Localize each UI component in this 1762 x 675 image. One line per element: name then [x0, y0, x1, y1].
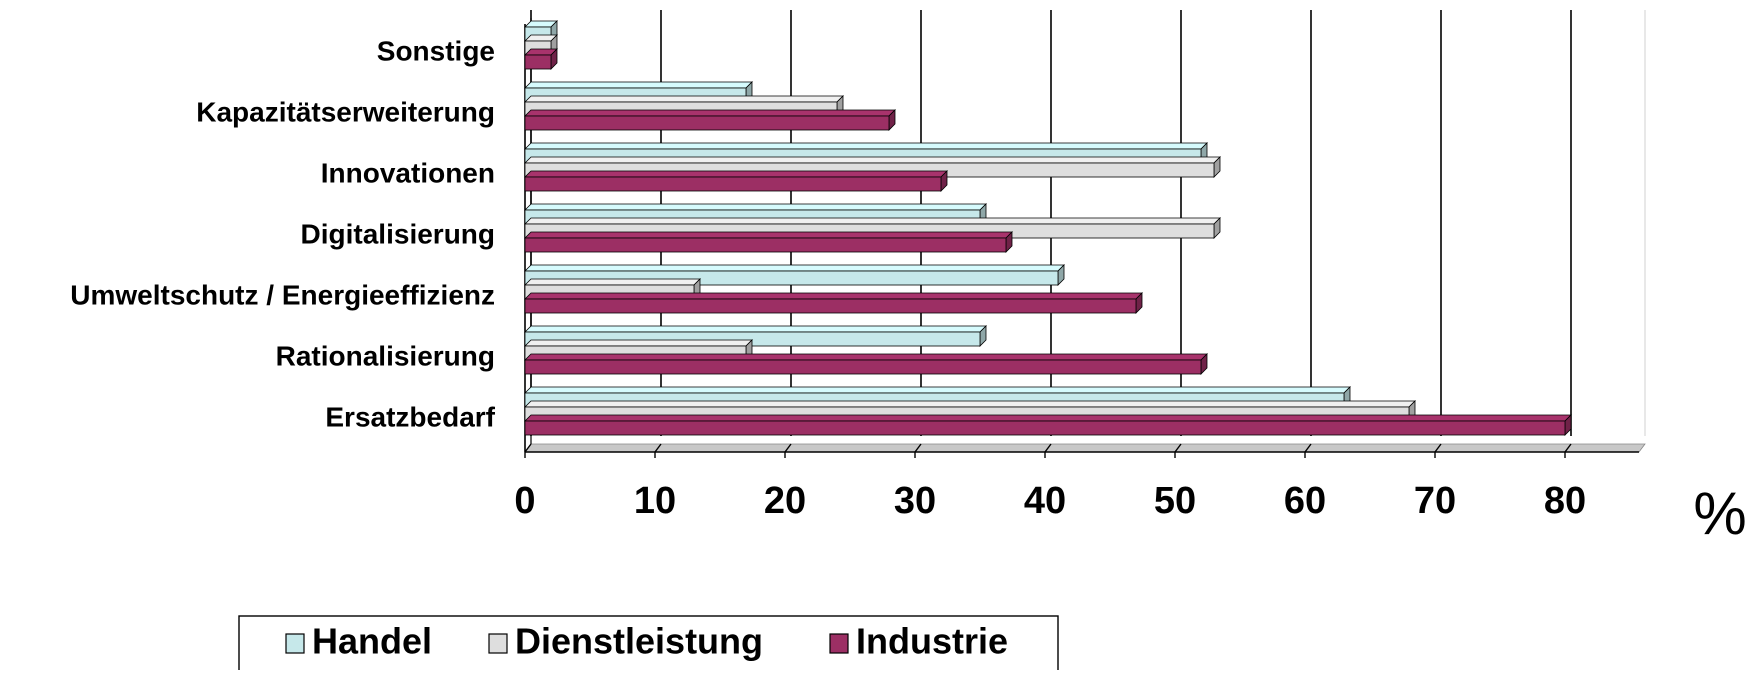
bar-top-face	[524, 400, 1416, 408]
bar-front-face	[524, 359, 1202, 375]
bar	[524, 292, 1143, 314]
bar-top-face	[524, 386, 1351, 394]
x-tick-label: 0	[514, 480, 535, 522]
category-labels: Sonstige Kapazitätserweiterung Innovatione…	[70, 35, 495, 432]
bar-front-face	[524, 298, 1137, 314]
bar-front-face	[524, 176, 942, 192]
bar-top-face	[524, 231, 1013, 239]
bar-top-face	[524, 170, 948, 178]
legend-swatch	[829, 633, 849, 654]
bar-front-face	[524, 54, 552, 70]
bar	[524, 414, 1572, 436]
bars	[524, 20, 1572, 436]
bar	[524, 170, 948, 192]
category-label: Sonstige	[377, 35, 495, 66]
legend-box	[238, 615, 1059, 675]
bar	[524, 109, 896, 131]
bar-top-face	[524, 142, 1208, 150]
legend-item: Dienstleistung	[488, 621, 763, 662]
category-label: Innovationen	[321, 157, 495, 188]
bar	[524, 231, 1013, 253]
legend-label: Handel	[312, 621, 432, 662]
legend-label: Dienstleistung	[515, 621, 763, 662]
legend-swatch	[488, 633, 508, 654]
bar-top-face	[524, 217, 1221, 225]
x-tick-label: 20	[764, 480, 806, 522]
bar-top-face	[524, 325, 987, 333]
axis-tick-mark	[784, 443, 792, 453]
bar-top-face	[524, 81, 753, 89]
bar-top-face	[524, 339, 753, 347]
x-tick-label: 70	[1414, 480, 1456, 522]
bar	[524, 353, 1208, 375]
x-axis-unit-label: %	[1693, 480, 1746, 547]
x-tick-label: 10	[634, 480, 676, 522]
legend-swatch	[285, 633, 305, 654]
category-label: Umweltschutz / Energieeffizienz	[70, 279, 495, 310]
bar-front-face	[524, 115, 890, 131]
bar	[524, 48, 558, 70]
category-label: Ersatzbedarf	[325, 401, 495, 432]
legend-item: Handel	[285, 621, 432, 662]
legend-item: Industrie	[829, 621, 1008, 662]
bar-top-face	[524, 95, 844, 103]
bar-top-face	[524, 414, 1572, 422]
category-label: Rationalisierung	[276, 340, 495, 371]
x-tick-label: 60	[1284, 480, 1326, 522]
x-tick-label: 80	[1544, 480, 1586, 522]
bar-top-face	[524, 353, 1208, 361]
axis-tick-mark	[1434, 443, 1442, 453]
axis-tick-mark	[1564, 443, 1572, 453]
bar-top-face	[524, 264, 1065, 272]
category-label: Digitalisierung	[301, 218, 495, 249]
axis-tick-mark	[1174, 443, 1182, 453]
legend: Handel Dienstleistung Industrie	[238, 615, 1059, 675]
legend-label: Industrie	[856, 621, 1008, 662]
bar-top-face	[524, 203, 987, 211]
axis-tick-mark	[1044, 443, 1052, 453]
bar-top-face	[524, 109, 896, 117]
bar-top-face	[524, 156, 1221, 164]
x-tick-label: 50	[1154, 480, 1196, 522]
bar-top-face	[524, 278, 701, 286]
bar-front-face	[524, 420, 1566, 436]
x-axis-ticks: 0 10 20 30 40 50 60 70 80	[514, 480, 1586, 522]
axis-tick-mark	[914, 443, 922, 453]
bar-front-face	[524, 237, 1007, 253]
axis-tick-mark	[654, 443, 662, 453]
axis-tick-mark	[1304, 443, 1312, 453]
category-label: Kapazitätserweiterung	[196, 96, 495, 127]
x-tick-label: 40	[1024, 480, 1066, 522]
bar-top-face	[524, 292, 1143, 300]
axis-tick-mark	[524, 443, 532, 453]
floor-surface	[524, 443, 1646, 453]
x-tick-label: 30	[894, 480, 936, 522]
